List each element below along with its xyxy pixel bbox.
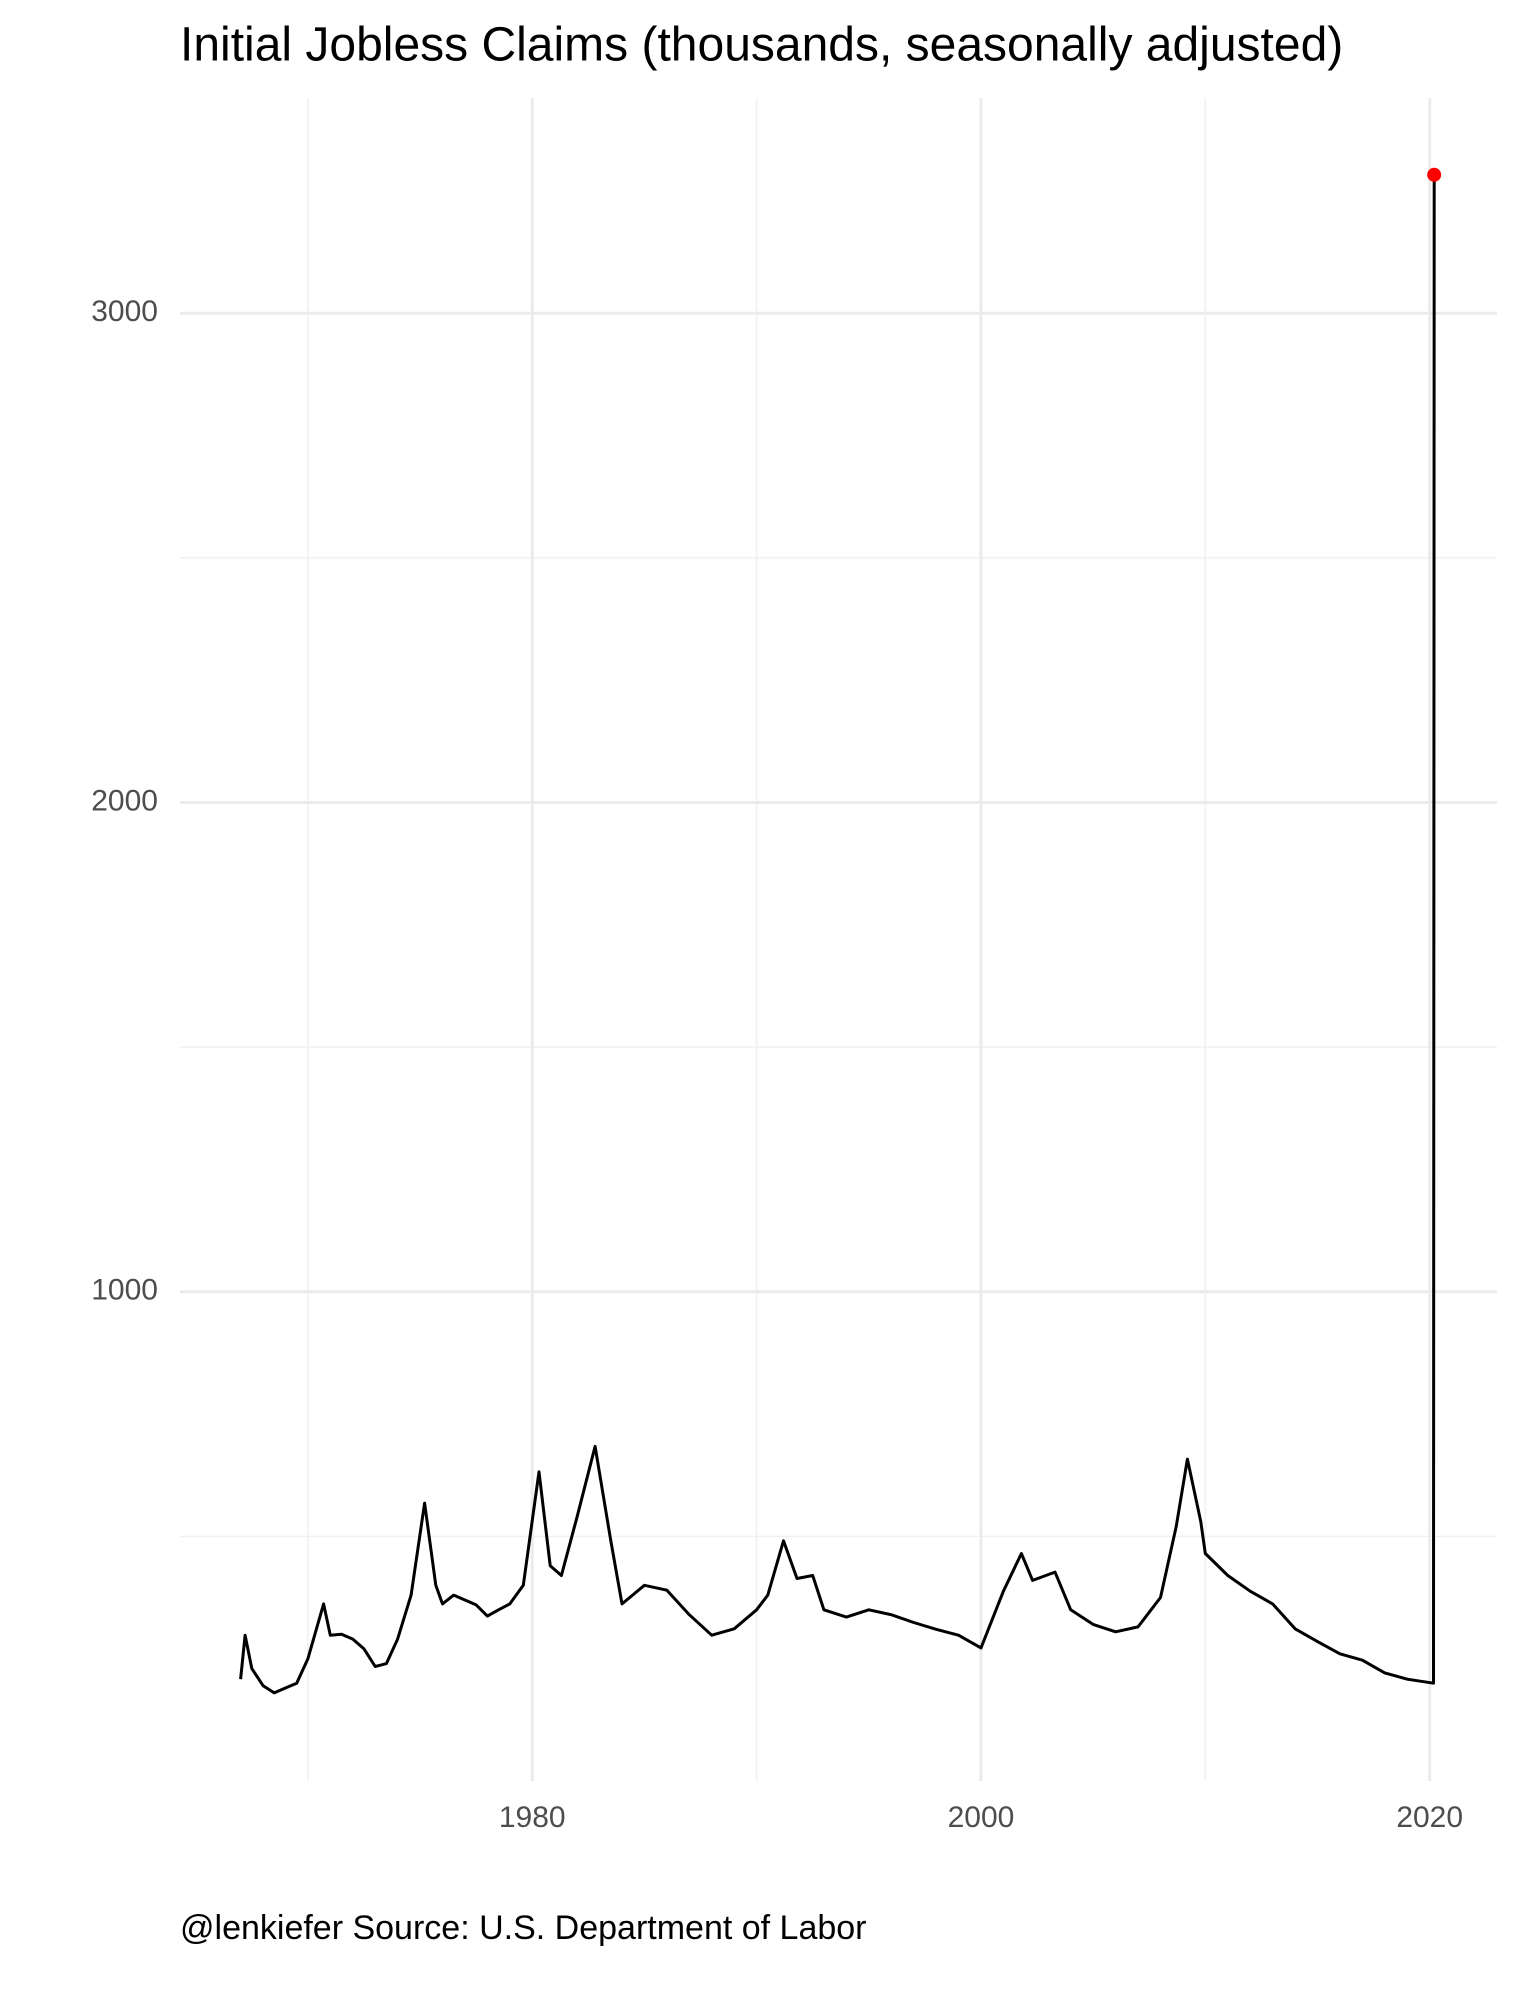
last-point [1427, 167, 1442, 182]
y-tick-label: 2000 [91, 784, 158, 817]
x-tick-label: 2000 [948, 1801, 1015, 1834]
caption: @lenkiefer Source: U.S. Department of La… [180, 1909, 867, 1947]
x-tick-label: 1980 [499, 1801, 566, 1834]
line [239, 174, 1436, 1695]
y-tick-label: 1000 [91, 1274, 158, 1307]
y-tick-label: 3000 [91, 295, 158, 328]
x-tick-label: 2020 [1396, 1801, 1463, 1834]
chart-title: Initial Jobless Claims (thousands, seaso… [180, 19, 1343, 72]
